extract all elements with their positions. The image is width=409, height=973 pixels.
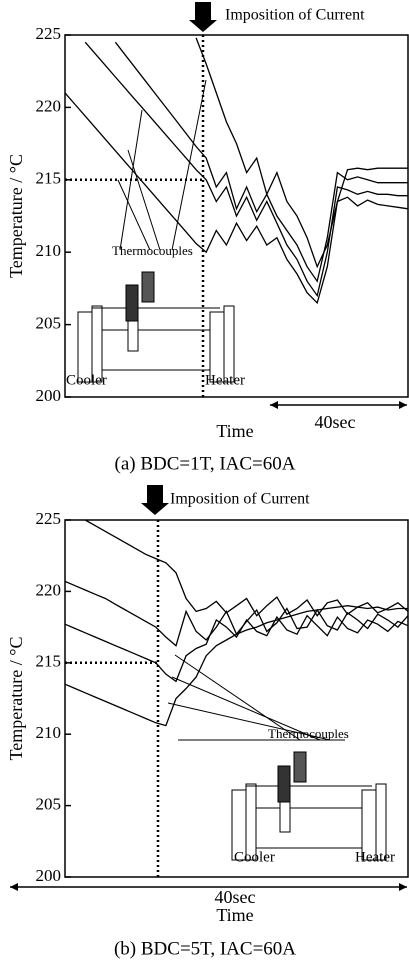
temperature-line	[64, 614, 409, 683]
pointer-arrow	[117, 179, 151, 251]
temperature-line	[84, 41, 408, 298]
y-tick-label: 220	[36, 96, 62, 115]
cooler-label: Cooler	[66, 372, 107, 388]
temperature-line	[195, 37, 408, 269]
pointer-arrow	[167, 702, 331, 741]
temperature-line	[64, 605, 408, 727]
caption: (b) BDC=5T, IAC=60A	[114, 938, 296, 959]
pointer-arrow	[171, 676, 321, 741]
y-tick-label: 225	[36, 24, 62, 43]
temperature-line	[84, 519, 409, 617]
temperature-line	[64, 92, 409, 305]
x-axis-label: Time	[216, 905, 253, 925]
y-tick-label: 205	[36, 314, 62, 333]
caption: (a) BDC=1T, IAC=60A	[115, 453, 296, 474]
pointer-arrow	[127, 149, 161, 251]
pointer-arrow	[174, 654, 301, 741]
y-tick-label: 210	[36, 723, 62, 742]
y-axis-label: Temperature / °C	[6, 154, 26, 278]
current-arrow	[141, 485, 169, 515]
pointer-arrow	[171, 79, 207, 251]
y-tick-label: 210	[36, 241, 62, 260]
y-tick-label: 200	[36, 866, 62, 885]
temperature-line	[114, 41, 408, 283]
y-tick-label: 215	[36, 169, 62, 188]
y-tick-label: 225	[36, 509, 62, 528]
inset-a	[77, 271, 235, 383]
current-arrow	[189, 2, 217, 32]
annotation: Imposition of Current	[170, 491, 310, 508]
pointer-arrow	[119, 109, 143, 251]
inset-b	[231, 751, 387, 861]
inset-label: Thermocouples	[268, 726, 349, 741]
y-tick-label: 205	[36, 795, 62, 814]
y-axis-label: Temperature / °C	[6, 637, 26, 761]
inset-label: Thermocouples	[112, 243, 193, 258]
heater-label: Heater	[355, 849, 395, 865]
cooler-label: Cooler	[234, 849, 275, 865]
plot-frame	[64, 519, 409, 878]
plot-frame	[64, 34, 409, 398]
span-label: 40sec	[215, 887, 256, 907]
heater-label: Heater	[205, 372, 245, 388]
y-tick-label: 215	[36, 652, 62, 671]
y-tick-label: 220	[36, 580, 62, 599]
y-tick-label: 200	[36, 386, 62, 405]
span-label: 40sec	[315, 412, 356, 432]
x-axis-label: Time	[216, 421, 253, 441]
annotation: Imposition of Current	[225, 7, 365, 24]
